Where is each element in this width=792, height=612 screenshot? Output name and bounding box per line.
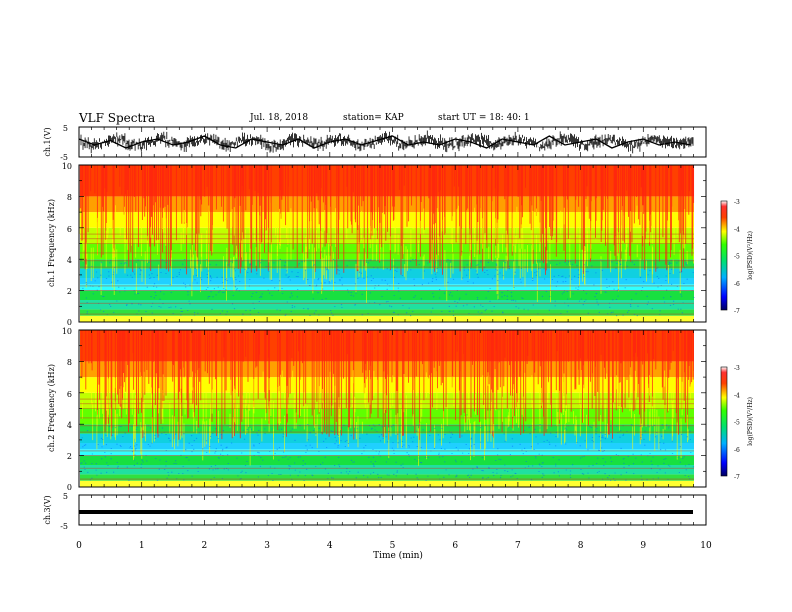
ch2-spectrogram-ylabel: ch.2 Frequency (kHz) [47, 364, 56, 452]
ch2spec-ytick-10: 10 [62, 327, 72, 336]
colorbar-tick-label: -6 [734, 281, 740, 288]
ch2-colorbar [720, 366, 728, 477]
ch3-ytick-top: 5 [63, 492, 68, 501]
chart-title: VLF Spectra [79, 111, 156, 125]
ch1-waveform-texture [80, 130, 694, 154]
ch1-spectrogram [79, 165, 695, 322]
ch1spec-ytick-4: 4 [67, 256, 72, 265]
colorbar-tick-label: -4 [734, 392, 740, 399]
colorbar-tick-label: -7 [734, 474, 740, 481]
colorbar-tick-label: -3 [734, 199, 740, 206]
ch2spec-ytick-0: 0 [67, 483, 72, 492]
x-tick-label: 8 [578, 541, 584, 551]
x-tick-label: 0 [76, 541, 82, 551]
ch1-colorbar [720, 200, 728, 311]
ch2spec-ytick-4: 4 [67, 421, 72, 430]
date-label: Jul. 18, 2018 [250, 113, 309, 123]
colorbar-label: log(PSD)(V²/Hz) [747, 231, 754, 280]
colorbar-label: log(PSD)(V²/Hz) [747, 397, 754, 446]
x-tick-label: 6 [452, 541, 458, 551]
ch3-waveform-ylabel: ch.3(V) [43, 495, 52, 524]
colorbar-tick-label: -4 [734, 226, 740, 233]
ch1-ytick-top: 5 [63, 124, 68, 133]
colorbar-tick-label: -6 [734, 447, 740, 454]
ch1spec-ytick-0: 0 [67, 318, 72, 327]
colorbar-tick-label: -5 [734, 420, 740, 427]
x-tick-label: 9 [640, 541, 646, 551]
x-tick-label: 7 [515, 541, 521, 551]
station-label: station= KAP [343, 113, 404, 123]
x-tick-label: 2 [202, 541, 208, 551]
x-tick-label: 3 [264, 541, 270, 551]
ch2spec-ytick-8: 8 [67, 358, 72, 367]
ch1-ytick-bottom: -5 [60, 153, 68, 162]
ch1-waveform-trace-group [78, 130, 694, 154]
colorbar-tick-label: -3 [734, 365, 740, 372]
ch2spec-ytick-2: 2 [67, 452, 72, 461]
x-tick-label: 10 [700, 541, 712, 551]
colorbar-tick-label: -7 [734, 308, 740, 315]
ch3-ytick-bottom: -5 [60, 522, 68, 531]
ch1spec-ytick-2: 2 [67, 287, 72, 296]
ch1spec-ytick-8: 8 [67, 193, 72, 202]
colorbar-tick-label: -5 [734, 254, 740, 261]
x-tick-label: 4 [327, 541, 333, 551]
start-time-label: start UT = 18: 40: 1 [438, 113, 530, 123]
ch1-waveform-ylabel: ch.1(V) [43, 127, 52, 156]
x-tick-label: 1 [139, 541, 145, 551]
ch1spec-ytick-6: 6 [67, 225, 72, 234]
ch2spec-ytick-6: 6 [67, 390, 72, 399]
x-axis-label: Time (min) [373, 550, 423, 561]
ch1spec-ytick-10: 10 [62, 162, 72, 171]
x-tick-label: 5 [390, 541, 396, 551]
ch1-spectrogram-ylabel: ch.1 Frequency (kHz) [47, 199, 56, 287]
x-axis-ticks: 0 1 2 3 4 5 6 7 8 9 10 [76, 127, 712, 551]
ch2-spectrogram [80, 330, 695, 487]
